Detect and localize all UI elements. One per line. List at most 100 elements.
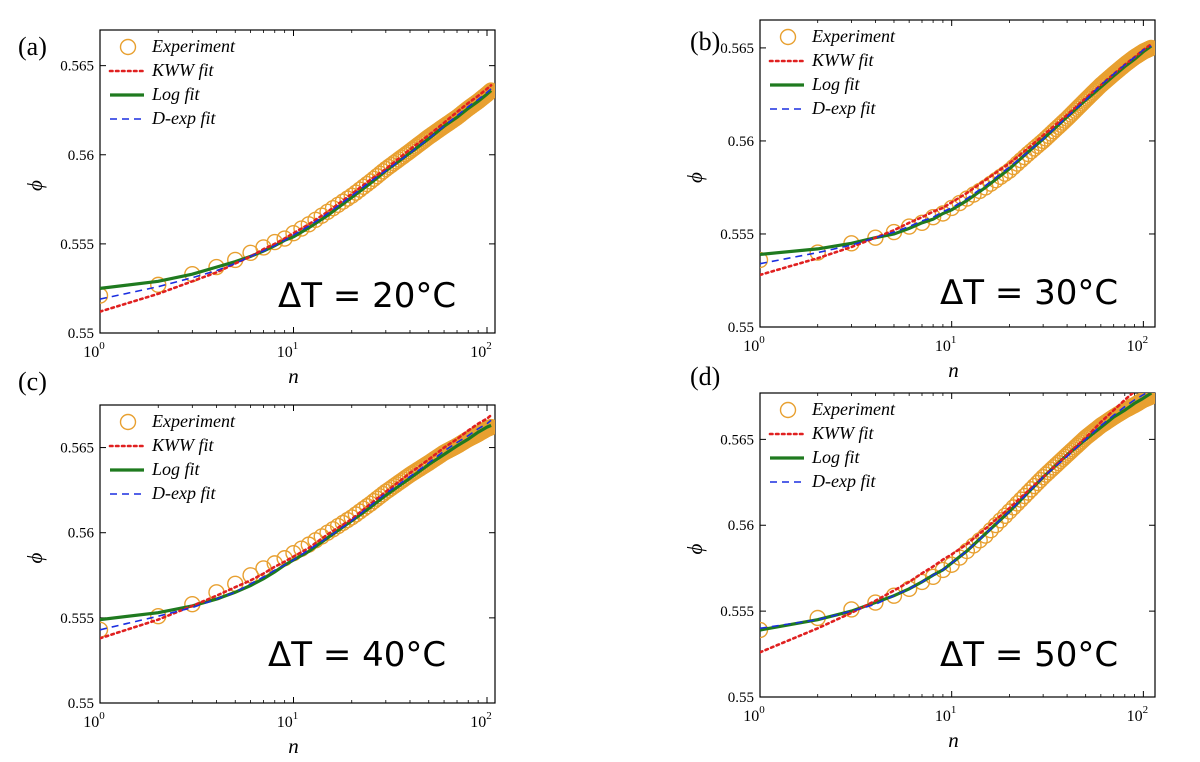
chart-panel-a: (a) 100 101 102 0.55 0.555 0.56 0.565 n ϕ Experime… bbox=[18, 29, 496, 388]
experiment-point bbox=[334, 193, 352, 210]
chart-panel-b: (b) 100 101 102 0.55 0.555 0.56 0.565 n ϕ Experime… bbox=[683, 19, 1156, 382]
y-tick-label: 0.565 bbox=[60, 441, 94, 457]
legend: Experiment KWW fit Log fit D-exp fit bbox=[768, 399, 896, 491]
y-axis-label: ϕ bbox=[683, 172, 707, 183]
plot-data bbox=[100, 82, 495, 313]
dexp-fit-line bbox=[100, 88, 492, 300]
legend-entry: Experiment bbox=[151, 411, 236, 431]
legend-marker-experiment bbox=[119, 413, 137, 431]
legend-entry: Experiment bbox=[151, 36, 236, 56]
y-tick-label: 0.56 bbox=[728, 134, 755, 150]
legend-entry: KWW fit bbox=[151, 60, 214, 80]
experiment-point bbox=[934, 205, 952, 222]
experiment-point bbox=[996, 507, 1014, 524]
x-axis-label: n bbox=[288, 734, 299, 758]
experiment-point bbox=[1026, 477, 1043, 495]
legend-entry: Log fit bbox=[811, 447, 861, 467]
x-axis-label: n bbox=[948, 358, 959, 382]
kww-fit-line bbox=[100, 413, 493, 640]
legend-entry: D-exp fit bbox=[811, 98, 876, 118]
experiment-point bbox=[374, 485, 392, 503]
log-fit-line bbox=[760, 44, 1153, 256]
x-tick-label: 102 bbox=[1127, 704, 1149, 725]
y-tick-label: 0.55 bbox=[68, 696, 94, 712]
experiment-point bbox=[913, 214, 931, 232]
experiment-point bbox=[987, 516, 1005, 534]
x-tick-label: 102 bbox=[1127, 334, 1149, 355]
y-axis-label: ϕ bbox=[23, 552, 47, 563]
x-tick-label: 100 bbox=[83, 340, 105, 361]
plot-frame bbox=[759, 392, 1156, 698]
legend-marker-experiment bbox=[119, 38, 137, 56]
experiment-point bbox=[1143, 39, 1155, 57]
plot-frame bbox=[759, 19, 1156, 328]
legend-marker-experiment bbox=[779, 401, 797, 419]
x-axis-label: n bbox=[288, 364, 299, 388]
experiment-point bbox=[371, 488, 389, 505]
legend-entry: D-exp fit bbox=[811, 471, 876, 491]
y-tick-label: 0.55 bbox=[728, 320, 754, 336]
experiment-point bbox=[992, 512, 1009, 529]
y-tick-label: 0.565 bbox=[60, 59, 94, 75]
y-tick-label: 0.565 bbox=[720, 432, 754, 448]
experiment-point bbox=[809, 244, 826, 261]
x-tick-label: 102 bbox=[470, 340, 492, 361]
x-tick-label: 101 bbox=[935, 704, 957, 725]
experiment-point bbox=[1019, 484, 1037, 501]
y-tick-label: 0.56 bbox=[68, 148, 95, 164]
x-tick-label: 100 bbox=[743, 334, 765, 355]
legend-entry: D-exp fit bbox=[151, 483, 216, 503]
experiment-point bbox=[1050, 118, 1067, 135]
plot-data bbox=[760, 393, 1155, 654]
x-tick-label: 101 bbox=[935, 334, 957, 355]
y-tick-label: 0.555 bbox=[720, 227, 754, 243]
legend-entry: KWW fit bbox=[811, 423, 874, 443]
log-fit-line bbox=[100, 89, 493, 290]
y-tick-label: 0.55 bbox=[728, 690, 754, 706]
delta-t-annotation: ΔT = 50°C bbox=[940, 635, 1118, 675]
x-tick-label: 100 bbox=[743, 704, 765, 725]
legend-entry: Experiment bbox=[811, 26, 896, 46]
chart-panel-d: (d) 100 101 102 0.55 0.555 0.56 0.565 n ϕ Experime… bbox=[683, 362, 1156, 752]
experiment-point bbox=[924, 209, 942, 226]
plot-frame bbox=[99, 29, 496, 334]
experiment-point bbox=[339, 190, 356, 207]
log-fit-line bbox=[760, 393, 1153, 632]
kww-fit-line bbox=[760, 42, 1153, 277]
dexp-fit-line bbox=[100, 419, 492, 631]
experiment-point bbox=[374, 163, 392, 180]
experiment-point bbox=[1023, 481, 1040, 498]
experiment-point bbox=[1050, 454, 1067, 472]
experiment-point bbox=[943, 199, 960, 217]
dexp-fit-line bbox=[760, 45, 1152, 265]
legend-entry: Log fit bbox=[811, 74, 861, 94]
y-tick-label: 0.555 bbox=[720, 604, 754, 620]
experiment-point bbox=[760, 251, 769, 269]
x-tick-label: 101 bbox=[277, 710, 299, 731]
y-tick-label: 0.56 bbox=[68, 526, 95, 542]
x-tick-label: 101 bbox=[277, 340, 299, 361]
plot-frame bbox=[99, 404, 496, 704]
legend: Experiment KWW fit Log fit D-exp fit bbox=[768, 26, 896, 118]
legend-entry: D-exp fit bbox=[151, 108, 216, 128]
experiment-point bbox=[867, 594, 884, 611]
y-tick-label: 0.555 bbox=[60, 611, 94, 627]
delta-t-annotation: ΔT = 30°C bbox=[940, 273, 1118, 313]
kww-fit-line bbox=[760, 393, 1135, 654]
legend: Experiment KWW fit Log fit D-exp fit bbox=[108, 411, 236, 503]
plot-data bbox=[760, 39, 1155, 277]
panel-label: (d) bbox=[690, 362, 720, 391]
experiment-point bbox=[100, 621, 109, 638]
panel-label: (b) bbox=[690, 27, 720, 56]
y-tick-label: 0.55 bbox=[68, 326, 94, 342]
panel-label: (c) bbox=[18, 367, 47, 396]
panel-label: (a) bbox=[18, 32, 47, 61]
experiment-point bbox=[208, 258, 225, 276]
experiment-point bbox=[100, 287, 109, 304]
experiment-point bbox=[329, 196, 347, 214]
experiment-point bbox=[934, 561, 952, 579]
y-axis-label: ϕ bbox=[23, 180, 47, 191]
chart-panel-c: (c) 100 101 102 0.55 0.555 0.56 0.565 n ϕ Experime… bbox=[18, 367, 496, 758]
legend: Experiment KWW fit Log fit D-exp fit bbox=[108, 36, 236, 128]
